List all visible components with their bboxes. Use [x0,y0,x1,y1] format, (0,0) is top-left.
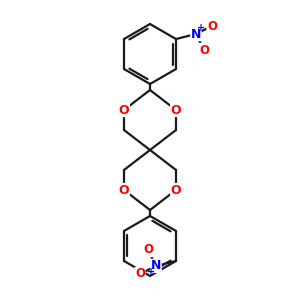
Text: O: O [171,184,181,196]
Text: O: O [143,244,153,256]
Text: +: + [197,23,205,33]
Text: O: O [171,103,181,116]
Text: +: + [147,267,155,277]
Text: O: O [119,184,129,196]
Text: N: N [191,28,201,40]
Text: O: O [135,268,145,281]
Text: O: O [207,20,217,32]
Text: N: N [151,260,161,272]
Text: O: O [199,44,209,56]
Text: O: O [119,103,129,116]
